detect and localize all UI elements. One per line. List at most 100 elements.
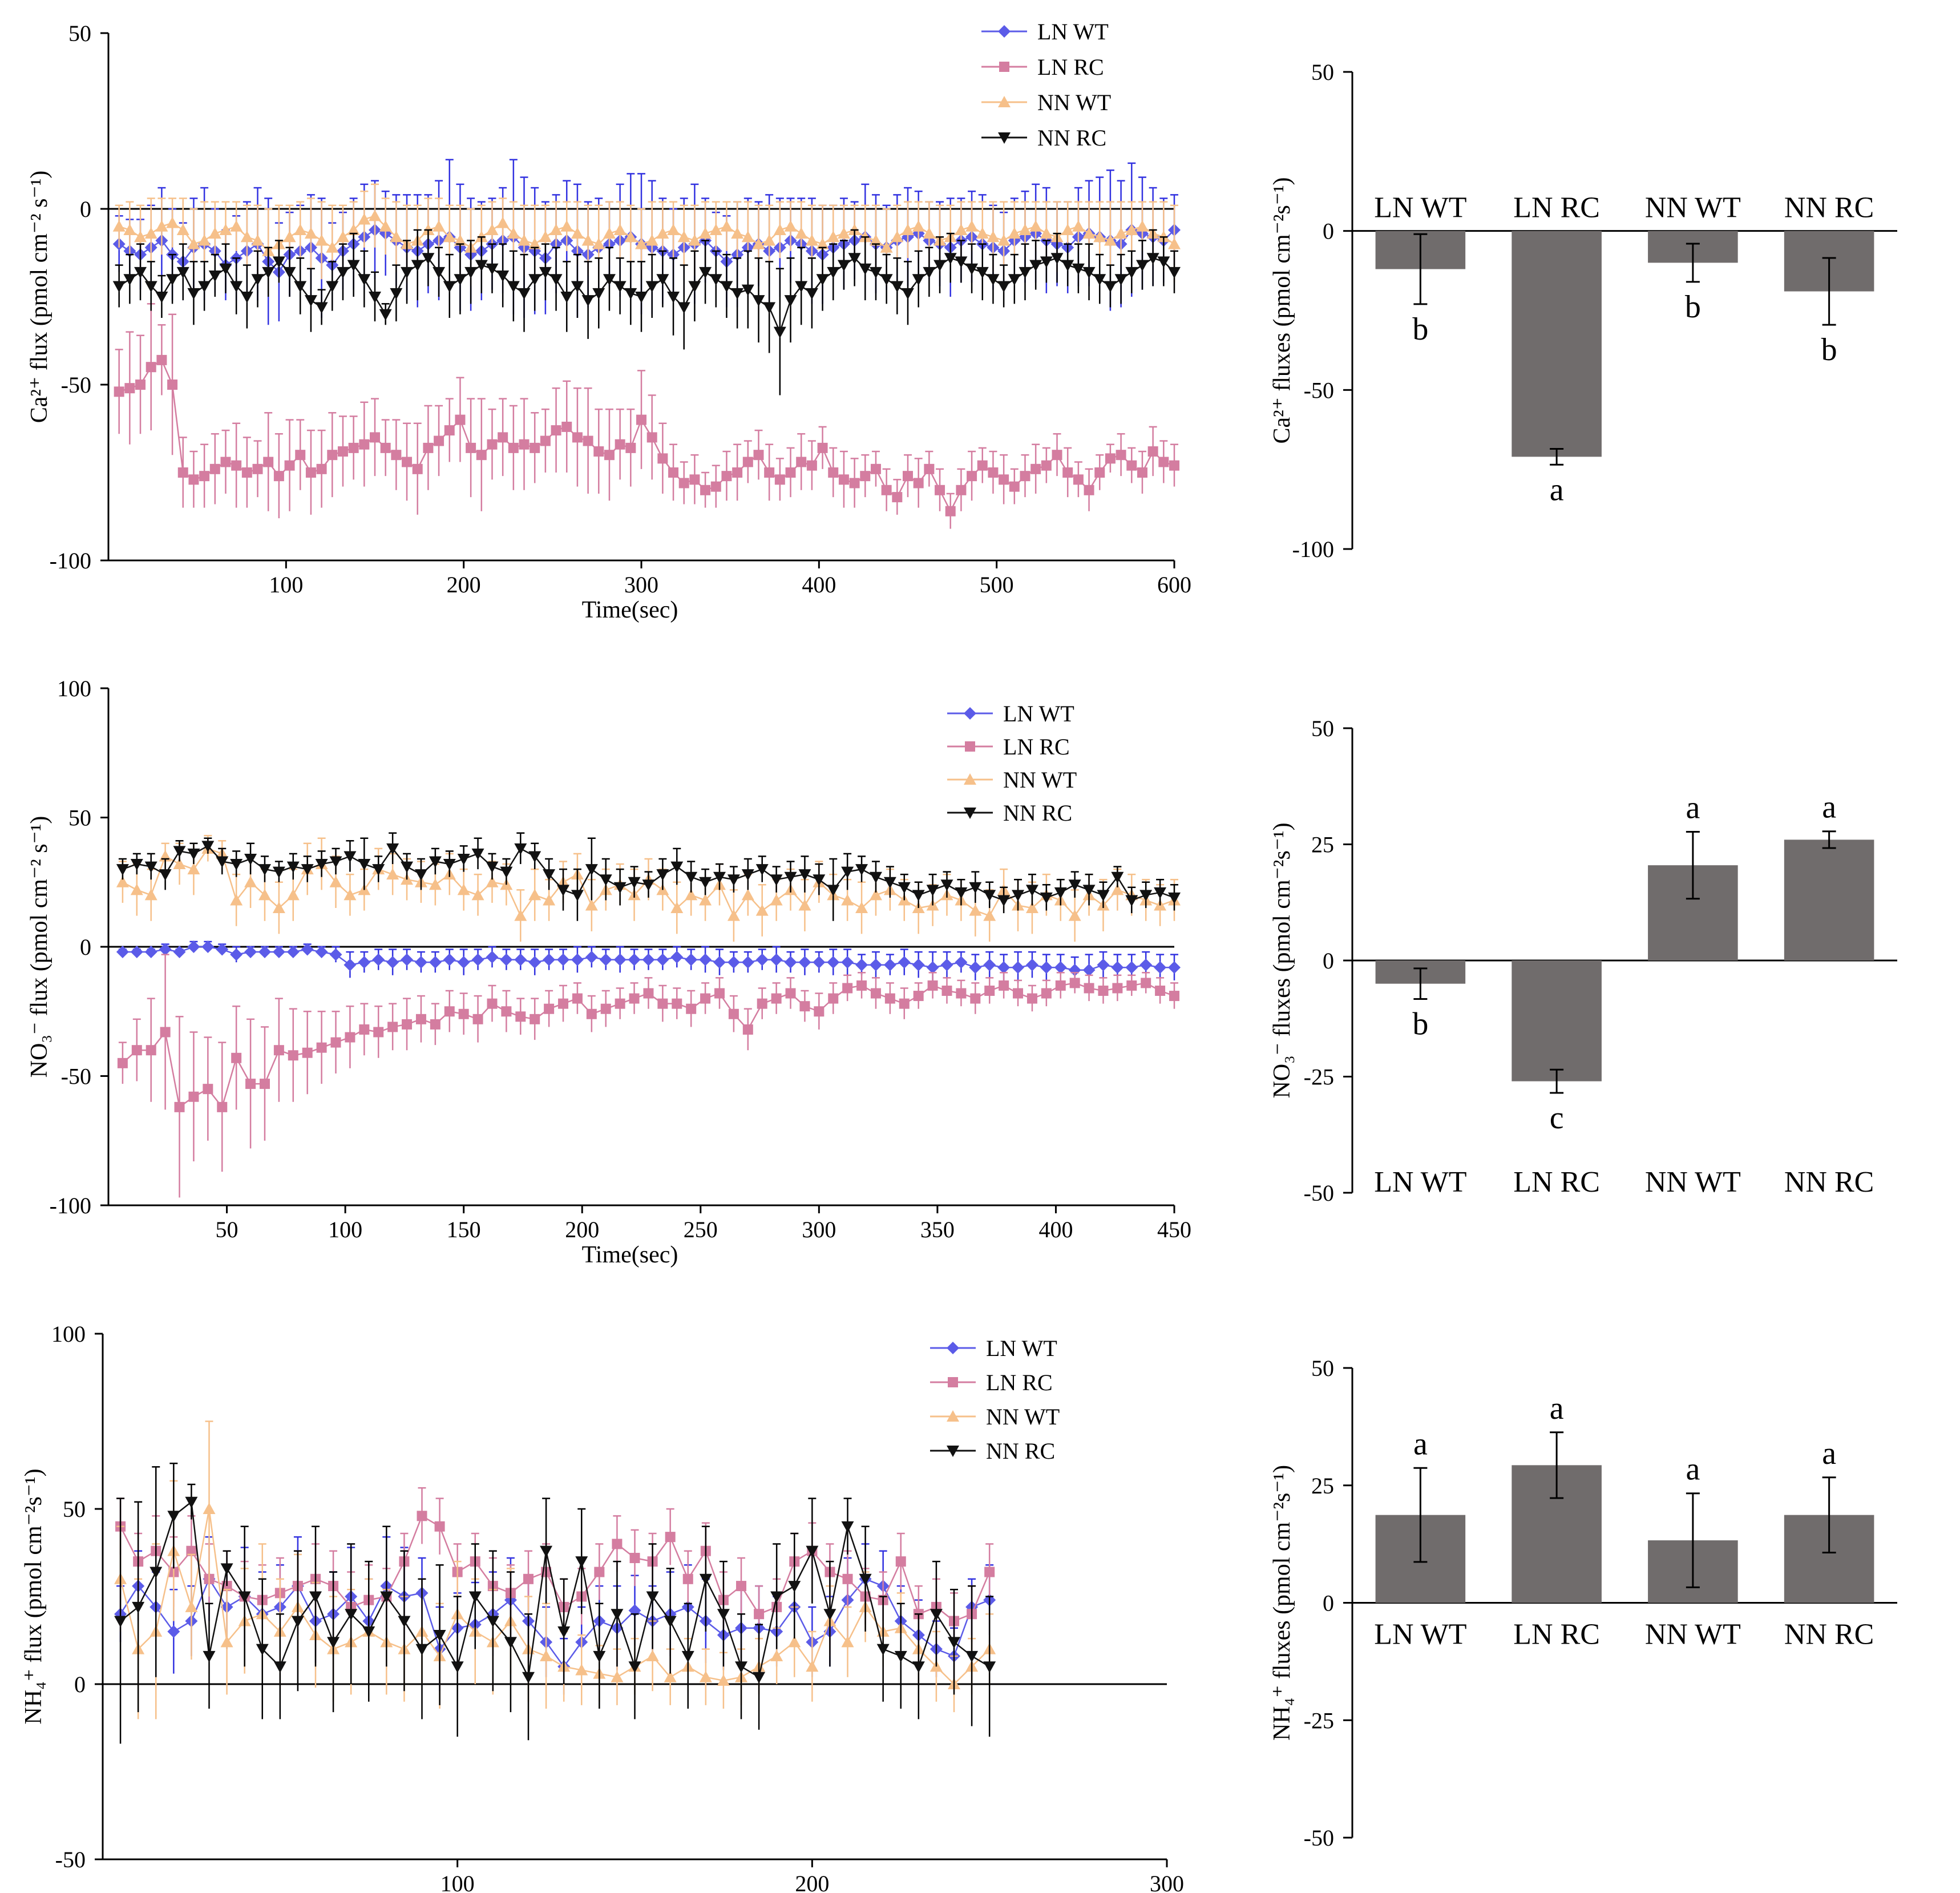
no3_time-point	[1025, 902, 1038, 914]
no3_time-x-tick-label: 300	[802, 1217, 836, 1242]
ca_time-point	[933, 260, 947, 272]
no3_time-point	[429, 878, 442, 890]
no3_bar-y-tick-label: -50	[1304, 1180, 1334, 1206]
ca_time-point	[112, 220, 126, 232]
ca_time-point	[592, 237, 605, 249]
ca_time-point	[220, 457, 231, 467]
ca_time-series-ln-rc	[114, 303, 1179, 529]
no3_time-point	[841, 866, 854, 878]
no3_time-point	[159, 943, 172, 956]
nh4_time-point	[417, 1511, 427, 1521]
ca_time-point	[1093, 231, 1106, 243]
nh4_time-legend-label: NN WT	[986, 1404, 1060, 1430]
no3_time-point	[685, 953, 698, 966]
no3_time-point	[160, 1027, 171, 1038]
no3_bar-category-label: NN WT	[1645, 1166, 1741, 1198]
no3_time-point	[245, 1079, 256, 1089]
ca_time-point	[433, 220, 446, 232]
no3_time-x-axis-title: Time(sec)	[582, 1242, 678, 1268]
ca_time-point	[208, 271, 221, 282]
no3_time-point	[984, 986, 995, 996]
no3_time-point	[585, 899, 598, 911]
nh4_time-point	[167, 1511, 180, 1523]
no3_time-point	[799, 1001, 810, 1012]
ca_time-point	[315, 234, 328, 246]
no3_bar-bar-ln-rc	[1512, 960, 1602, 1081]
ca_time-point	[1168, 267, 1181, 278]
no3_time-point	[841, 956, 854, 969]
no3_time-point	[785, 988, 796, 999]
no3_time-point	[486, 875, 499, 887]
ca_time-point	[869, 267, 882, 278]
no3_time-legend-label: NN RC	[1003, 800, 1072, 826]
ca_time-point	[198, 234, 211, 246]
no3_time-point	[1025, 958, 1038, 971]
no3_time-point	[727, 956, 740, 969]
no3_time-point	[628, 953, 641, 966]
no3_time-x-tick-label: 450	[1157, 1217, 1191, 1242]
ca_time-point	[891, 281, 904, 293]
ca_time-point	[838, 474, 849, 485]
nh4_time-point	[841, 1636, 854, 1648]
ca_time-point	[498, 432, 508, 443]
ca_time-point	[657, 453, 668, 464]
nh4_time-legend: LN WT LN RC NN WT NN RC	[930, 1335, 1060, 1464]
ca_time-point	[443, 281, 456, 293]
ca_time-point	[1135, 220, 1149, 232]
no3_time-point	[828, 993, 839, 1004]
ca_time-point	[987, 231, 1000, 243]
ca_time-point	[230, 281, 243, 293]
nh4_time-point	[699, 1670, 712, 1682]
no3_time-point	[1069, 978, 1080, 988]
ca_time-point	[581, 295, 595, 307]
ca_time-point	[1008, 274, 1021, 286]
no3_time-point	[187, 941, 200, 953]
ca_time-point	[731, 227, 744, 239]
no3_time-point	[686, 1003, 697, 1014]
ca_time-x-tick-label: 300	[624, 572, 658, 598]
ca_time-point	[837, 227, 850, 239]
ca_time-point	[848, 253, 861, 265]
ca_time-point	[166, 216, 179, 228]
no3_time-point	[471, 848, 484, 860]
nh4_time-point	[912, 1661, 925, 1673]
no3_time-point	[813, 956, 826, 969]
no3_time-point	[770, 953, 783, 966]
nh4_time-point	[628, 1661, 641, 1673]
ca_time-point	[593, 446, 604, 457]
ca_time-point	[956, 485, 967, 495]
no3_time-point	[1111, 883, 1124, 895]
no3_time-point	[272, 902, 285, 914]
ca_time-point	[1061, 223, 1074, 235]
nh4_time-point	[256, 1644, 269, 1656]
no3_time-point	[755, 953, 769, 966]
nh4_time-point	[806, 1660, 819, 1672]
ca_time-point	[391, 450, 402, 461]
ca_time-point	[752, 295, 765, 307]
nh4_time-point	[699, 1573, 712, 1585]
nh4_time-point	[876, 1644, 890, 1656]
ca_time-point	[347, 260, 360, 272]
no3_time-point	[599, 874, 612, 886]
no3_time-point	[272, 946, 285, 959]
ca_time-point	[443, 231, 456, 243]
nh4_time-point	[114, 1616, 127, 1628]
ca_time-point	[668, 467, 679, 478]
no3_time-point	[1125, 895, 1138, 907]
no3_time-point	[1040, 961, 1053, 974]
no3_time-point	[642, 879, 655, 891]
no3_time-point	[827, 956, 840, 969]
nh4_time-point	[930, 1609, 943, 1621]
no3_time-x-tick-label: 100	[328, 1217, 362, 1242]
ca_time-point	[709, 274, 722, 286]
nh4_time-point	[398, 1616, 411, 1628]
no3_time-point	[755, 904, 769, 916]
ca_bar-category-label: LN WT	[1374, 192, 1466, 224]
ca_time-point	[262, 267, 275, 278]
ca_time-y-tick-label: -100	[50, 548, 91, 574]
ca_time-point	[434, 435, 444, 446]
ca_time-x-tick-label: 500	[980, 572, 1014, 598]
ca_time-point	[976, 227, 989, 239]
no3_time-point	[613, 953, 627, 966]
ca_time-point	[464, 267, 478, 278]
